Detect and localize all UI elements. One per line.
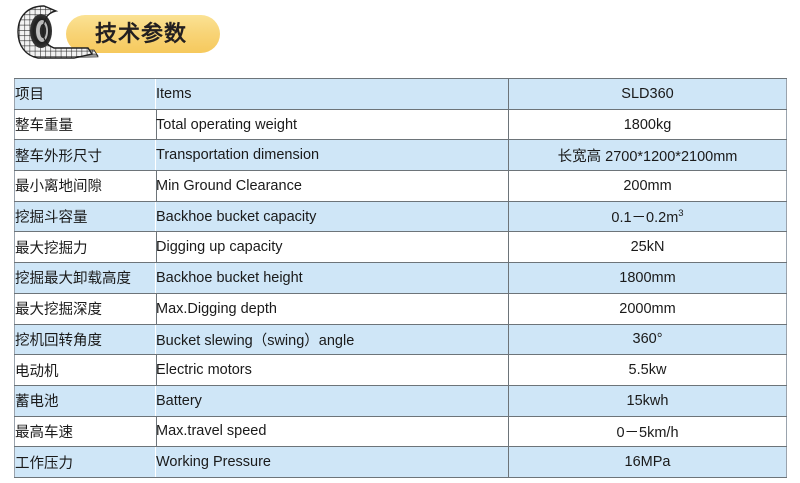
row-label-en: Min Ground Clearance bbox=[155, 170, 509, 202]
section-title-banner bbox=[66, 15, 220, 53]
row-label-zh: 电动机 bbox=[14, 354, 156, 386]
row-label-en: Battery bbox=[155, 384, 509, 417]
row-label-zh: 最高车速 bbox=[14, 415, 156, 448]
row-value: 5.5kw bbox=[508, 354, 787, 386]
row-label-en: Transportation dimension bbox=[155, 139, 509, 172]
row-value: 25kN bbox=[508, 231, 787, 264]
row-label-en: Backhoe bucket height bbox=[155, 262, 509, 294]
table-row: 最小离地间隙 Min Ground Clearance 200mm bbox=[14, 170, 787, 202]
table-row: 最大挖掘深度 Max.Digging depth 2000mm bbox=[14, 292, 787, 325]
row-value: 15kwh bbox=[508, 384, 787, 417]
table-row: 整车外形尺寸 Transportation dimension 长宽高 2700… bbox=[14, 139, 787, 172]
row-value: 0.1－0.2m3 bbox=[508, 200, 787, 233]
row-label-zh: 挖掘斗容量 bbox=[14, 200, 156, 233]
row-value: 1800kg bbox=[508, 108, 787, 141]
row-value: 0－5km/h bbox=[508, 415, 787, 448]
row-label-zh: 蓄电池 bbox=[14, 384, 156, 417]
row-label-zh: 挖掘最大卸载高度 bbox=[14, 262, 156, 294]
row-value: 200mm bbox=[508, 170, 787, 202]
table-row: 蓄电池 Battery 15kwh bbox=[14, 384, 787, 417]
row-value-text: 0.1－0.2m bbox=[611, 210, 679, 227]
row-label-zh: 挖机回转角度 bbox=[14, 323, 156, 356]
technical-specs-table: 项目 Items SLD360 整车重量 Total operating wei… bbox=[14, 78, 787, 478]
row-label-en: Working Pressure bbox=[155, 446, 509, 478]
row-label-zh: 项目 bbox=[14, 78, 156, 110]
rolled-tire-icon bbox=[17, 5, 99, 59]
table-row: 挖掘最大卸载高度 Backhoe bucket height 1800mm bbox=[14, 262, 787, 294]
row-label-zh: 最大挖掘深度 bbox=[14, 292, 156, 325]
table-row: 工作压力 Working Pressure 16MPa bbox=[14, 446, 787, 478]
row-label-en: Backhoe bucket capacity bbox=[155, 200, 509, 233]
row-label-en: Total operating weight bbox=[155, 108, 509, 141]
technical-specs-table-container: 项目 Items SLD360 整车重量 Total operating wei… bbox=[14, 78, 787, 478]
page-header: 技术参数 bbox=[0, 0, 800, 70]
table-row: 最大挖掘力 Digging up capacity 25kN bbox=[14, 231, 787, 264]
table-row: 电动机 Electric motors 5.5kw bbox=[14, 354, 787, 386]
row-label-zh: 整车外形尺寸 bbox=[14, 139, 156, 172]
row-label-en: Max.travel speed bbox=[155, 415, 509, 448]
table-row-header: 项目 Items SLD360 bbox=[14, 78, 787, 110]
row-value-exponent: 3 bbox=[678, 208, 684, 220]
row-value: SLD360 bbox=[508, 78, 787, 110]
row-value: 长宽高 2700*1200*2100mm bbox=[508, 139, 787, 172]
table-row: 整车重量 Total operating weight 1800kg bbox=[14, 108, 787, 141]
row-value: 1800mm bbox=[508, 262, 787, 294]
row-value: 16MPa bbox=[508, 446, 787, 478]
row-label-zh: 整车重量 bbox=[14, 108, 156, 141]
row-value: 360° bbox=[508, 323, 787, 356]
page-title: 技术参数 bbox=[95, 22, 188, 47]
row-label-zh: 最小离地间隙 bbox=[14, 170, 156, 202]
row-label-en: Max.Digging depth bbox=[155, 292, 509, 325]
row-value: 2000mm bbox=[508, 292, 787, 325]
table-row: 最高车速 Max.travel speed 0－5km/h bbox=[14, 415, 787, 448]
row-label-zh: 工作压力 bbox=[14, 446, 156, 478]
row-label-en: Bucket slewing（swing）angle bbox=[155, 323, 509, 356]
row-label-zh: 最大挖掘力 bbox=[14, 231, 156, 264]
table-row: 挖机回转角度 Bucket slewing（swing）angle 360° bbox=[14, 323, 787, 356]
row-label-en: Digging up capacity bbox=[155, 231, 509, 264]
row-label-en: Electric motors bbox=[155, 354, 509, 386]
table-row: 挖掘斗容量 Backhoe bucket capacity 0.1－0.2m3 bbox=[14, 200, 787, 233]
table-body: 项目 Items SLD360 整车重量 Total operating wei… bbox=[14, 78, 787, 478]
row-label-en: Items bbox=[155, 78, 509, 110]
